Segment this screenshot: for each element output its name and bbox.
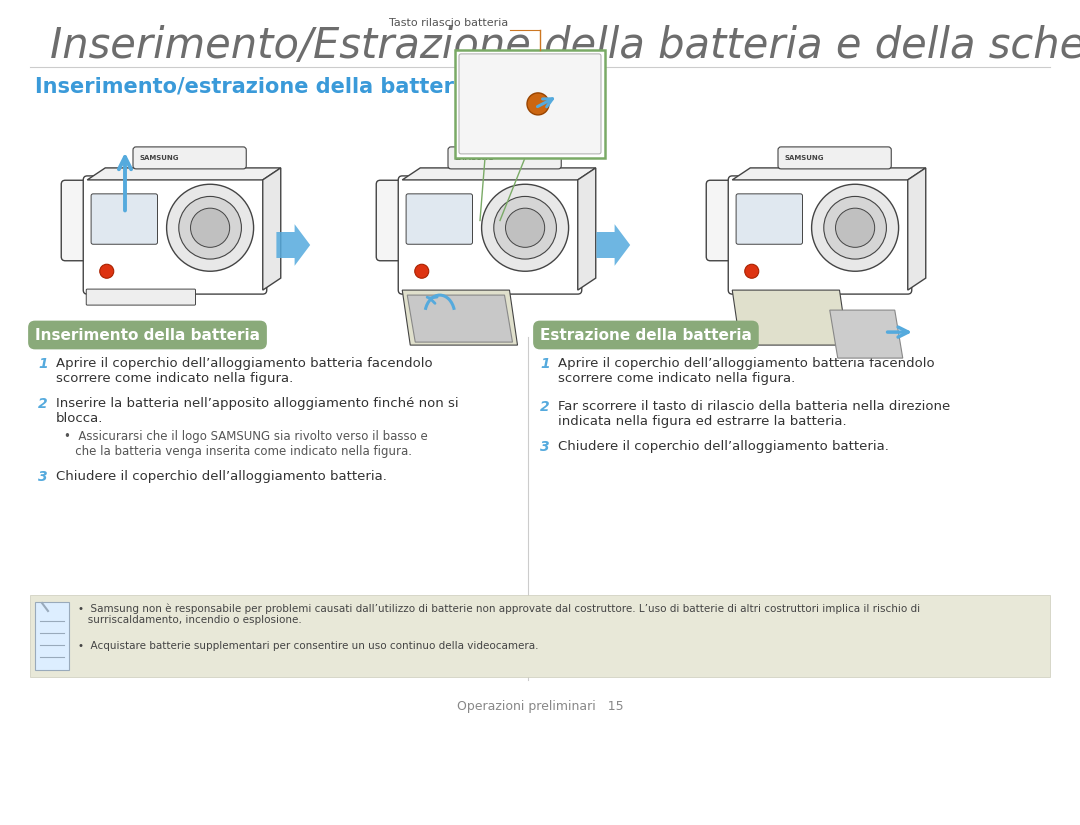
Text: Inserimento/estrazione della batteria: Inserimento/estrazione della batteria (35, 77, 475, 97)
FancyBboxPatch shape (737, 194, 802, 244)
FancyBboxPatch shape (448, 147, 562, 169)
Circle shape (166, 184, 254, 271)
FancyBboxPatch shape (86, 289, 195, 305)
Text: SAMSUNG: SAMSUNG (785, 155, 824, 161)
Circle shape (99, 264, 113, 278)
Text: 2: 2 (38, 397, 48, 411)
FancyBboxPatch shape (62, 180, 97, 261)
Circle shape (482, 184, 568, 271)
FancyBboxPatch shape (728, 176, 912, 294)
Circle shape (745, 264, 759, 278)
Text: Far scorrere il tasto di rilascio della batteria nella direzione
indicata nella : Far scorrere il tasto di rilascio della … (558, 400, 950, 428)
Polygon shape (596, 224, 631, 266)
Circle shape (811, 184, 899, 271)
Polygon shape (407, 295, 513, 342)
FancyBboxPatch shape (706, 180, 742, 261)
Text: Aprire il coperchio dell’alloggiamento batteria facendolo
scorrere come indicato: Aprire il coperchio dell’alloggiamento b… (558, 357, 934, 385)
FancyBboxPatch shape (83, 176, 267, 294)
FancyBboxPatch shape (459, 54, 600, 154)
Circle shape (190, 208, 230, 248)
Text: 1: 1 (38, 357, 48, 371)
Polygon shape (578, 168, 596, 290)
Text: 3: 3 (540, 440, 550, 454)
Text: Chiudere il coperchio dell’alloggiamento batteria.: Chiudere il coperchio dell’alloggiamento… (56, 470, 387, 483)
Circle shape (824, 196, 887, 259)
Text: 1: 1 (540, 357, 550, 371)
FancyBboxPatch shape (91, 194, 158, 244)
Text: SAMSUNG: SAMSUNG (139, 155, 179, 161)
FancyBboxPatch shape (455, 50, 605, 158)
Polygon shape (908, 168, 926, 290)
Circle shape (179, 196, 242, 259)
Polygon shape (87, 168, 281, 180)
FancyBboxPatch shape (399, 176, 582, 294)
Text: •  Samsung non è responsabile per problemi causati dall’utilizzo di batterie non: • Samsung non è responsabile per problem… (78, 603, 920, 625)
Text: •  Acquistare batterie supplementari per consentire un uso continuo della videoc: • Acquistare batterie supplementari per … (78, 641, 539, 651)
Polygon shape (732, 290, 848, 345)
FancyBboxPatch shape (376, 180, 413, 261)
Text: Chiudere il coperchio dell’alloggiamento batteria.: Chiudere il coperchio dell’alloggiamento… (558, 440, 889, 453)
Text: Inserimento/Estrazione della batteria e della scheda di memoria: Inserimento/Estrazione della batteria e … (50, 25, 1080, 67)
FancyBboxPatch shape (133, 147, 246, 169)
Circle shape (836, 208, 875, 248)
Polygon shape (829, 310, 903, 358)
Polygon shape (402, 290, 517, 345)
Text: 3: 3 (38, 470, 48, 484)
Circle shape (494, 196, 556, 259)
Text: •  Assicurarsi che il logo SAMSUNG sia rivolto verso il basso e
   che la batter: • Assicurarsi che il logo SAMSUNG sia ri… (64, 430, 428, 458)
Text: Estrazione della batteria: Estrazione della batteria (540, 328, 752, 342)
FancyBboxPatch shape (406, 194, 473, 244)
Polygon shape (402, 168, 596, 180)
FancyBboxPatch shape (30, 595, 1050, 677)
Text: Inserire la batteria nell’apposito alloggiamento finché non si
blocca.: Inserire la batteria nell’apposito allog… (56, 397, 459, 425)
Circle shape (527, 93, 549, 115)
FancyBboxPatch shape (35, 602, 69, 670)
Text: SAMSUNG: SAMSUNG (455, 155, 495, 161)
Polygon shape (732, 168, 926, 180)
Text: Aprire il coperchio dell’alloggiamento batteria facendolo
scorrere come indicato: Aprire il coperchio dell’alloggiamento b… (56, 357, 433, 385)
Circle shape (415, 264, 429, 278)
Polygon shape (262, 168, 281, 290)
Text: Inserimento della batteria: Inserimento della batteria (35, 328, 260, 342)
Text: Tasto rilascio batteria: Tasto rilascio batteria (389, 18, 508, 28)
Text: Operazioni preliminari   15: Operazioni preliminari 15 (457, 700, 623, 713)
Text: 2: 2 (540, 400, 550, 414)
Polygon shape (276, 224, 310, 266)
FancyBboxPatch shape (778, 147, 891, 169)
Circle shape (505, 208, 544, 248)
